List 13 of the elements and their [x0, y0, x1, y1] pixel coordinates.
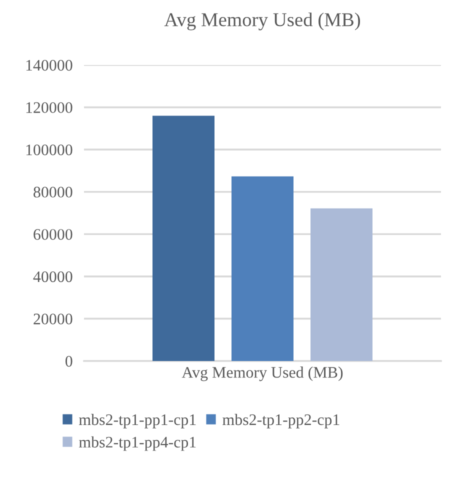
y-tick-label: 80000: [34, 186, 72, 198]
y-tick-label: 20000: [34, 314, 72, 324]
y-tick-label: 60000: [34, 229, 72, 240]
legend-label: mbs2-tp1-pp1-cp1: [78, 414, 196, 428]
x-axis-title: Avg Memory Used (MB): [182, 366, 343, 382]
y-tick-label: 40000: [33, 271, 72, 282]
y-tick-label: 120000: [26, 102, 72, 113]
y-tick-label: 0: [66, 356, 72, 367]
y-tick-label: 140000: [26, 60, 72, 71]
chart-title: Avg Memory Used (MB): [164, 12, 360, 30]
legend-label: mbs2-tp1-pp2-cp1: [222, 414, 340, 428]
legend-label: mbs2-tp1-pp4-cp1: [78, 436, 196, 451]
y-tick-label: 100000: [26, 144, 72, 156]
